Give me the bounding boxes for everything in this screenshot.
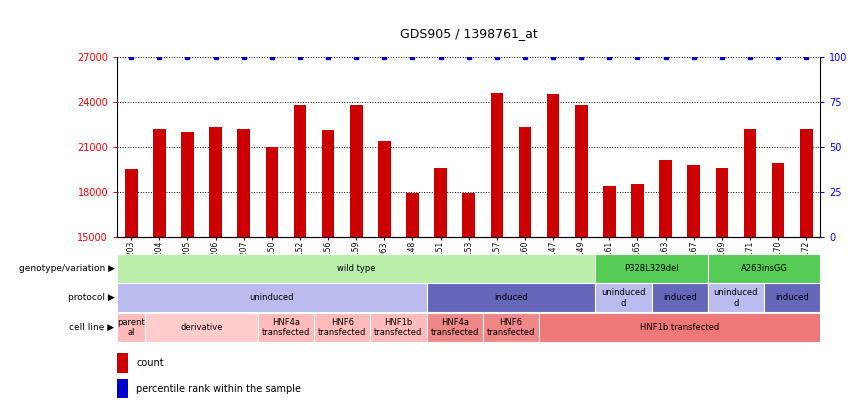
Text: percentile rank within the sample: percentile rank within the sample [136, 384, 301, 394]
Bar [772, 163, 785, 237]
Text: induced: induced [494, 293, 528, 303]
Text: cell line ▶: cell line ▶ [69, 323, 115, 332]
Bar [490, 93, 503, 237]
Bar [463, 193, 475, 237]
Text: uninduced: uninduced [250, 293, 294, 303]
Text: induced: induced [663, 293, 696, 303]
Bar [547, 94, 559, 237]
Text: HNF4a
transfected: HNF4a transfected [431, 318, 479, 337]
Bar [595, 254, 707, 283]
Bar [707, 254, 820, 283]
Text: count: count [136, 358, 164, 368]
Text: parent
al: parent al [117, 318, 145, 337]
Bar [350, 105, 363, 237]
Bar [117, 254, 595, 283]
Bar [258, 313, 314, 342]
Bar [117, 379, 128, 398]
Bar [371, 313, 426, 342]
Bar [660, 160, 672, 237]
Text: HNF6
transfected: HNF6 transfected [487, 318, 535, 337]
Bar [125, 169, 137, 237]
Text: genotype/variation ▶: genotype/variation ▶ [18, 264, 115, 273]
Bar [322, 130, 334, 237]
Bar [764, 284, 820, 312]
Bar [595, 284, 652, 312]
Bar [145, 313, 258, 342]
Text: HNF1b transfected: HNF1b transfected [640, 323, 720, 332]
Bar [483, 313, 539, 342]
Bar [687, 165, 700, 237]
Text: HNF1b
transfected: HNF1b transfected [374, 318, 423, 337]
Bar [406, 193, 418, 237]
Bar [266, 147, 278, 237]
Bar [744, 129, 756, 237]
Text: protocol ▶: protocol ▶ [68, 293, 115, 303]
Bar [575, 105, 588, 237]
Bar [314, 313, 371, 342]
Bar [117, 313, 145, 342]
Bar [378, 141, 391, 237]
Bar [426, 284, 595, 312]
Bar [209, 127, 222, 237]
Bar [652, 284, 707, 312]
Bar [715, 168, 728, 237]
Bar [293, 105, 306, 237]
Bar [631, 184, 644, 237]
Text: A263insGG: A263insGG [740, 264, 787, 273]
Text: HNF4a
transfected: HNF4a transfected [262, 318, 310, 337]
Text: GDS905 / 1398761_at: GDS905 / 1398761_at [400, 28, 537, 40]
Bar [181, 132, 194, 237]
Bar [426, 313, 483, 342]
Text: uninduced
d: uninduced d [713, 288, 758, 307]
Bar [539, 313, 820, 342]
Bar [153, 129, 166, 237]
Bar [519, 127, 531, 237]
Bar [603, 186, 615, 237]
Text: uninduced
d: uninduced d [602, 288, 646, 307]
Bar [707, 284, 764, 312]
Text: P328L329del: P328L329del [624, 264, 679, 273]
Text: wild type: wild type [337, 264, 376, 273]
Bar [800, 129, 812, 237]
Bar [117, 284, 426, 312]
Bar [238, 129, 250, 237]
Text: HNF6
transfected: HNF6 transfected [318, 318, 366, 337]
Bar [117, 354, 128, 373]
Text: induced: induced [775, 293, 809, 303]
Bar [434, 168, 447, 237]
Text: derivative: derivative [181, 323, 223, 332]
